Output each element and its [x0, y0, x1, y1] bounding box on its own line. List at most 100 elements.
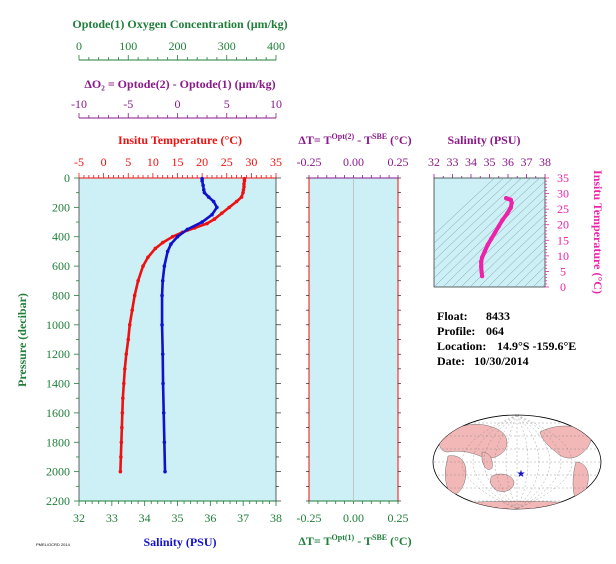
delta-t-top-label-sup2: SBE	[372, 132, 387, 141]
float-label: Float:	[437, 309, 468, 323]
ts-isopycnal	[460, 206, 545, 287]
salinity-axis-tick-label: 34	[139, 511, 151, 525]
salinity-axis-tick-label: 36	[204, 511, 216, 525]
ts-temperature-tick-label: 20	[557, 218, 569, 232]
delta-t-top-tick-label: -0.25	[297, 155, 322, 169]
ts-isopycnal	[434, 178, 522, 261]
pressure-axis-label: Pressure (decibar)	[15, 293, 29, 387]
world-map: ★	[432, 414, 602, 510]
profile-value: 064	[486, 324, 504, 338]
pressure-axis-tick-label: 0	[64, 171, 70, 185]
ts-isopycnal	[434, 178, 540, 279]
salinity-profile-point	[175, 234, 180, 239]
ts-isopycnal	[478, 223, 545, 287]
delta-t-bottom-label-sup2: SBE	[372, 533, 387, 542]
ts-series	[478, 196, 514, 279]
temperature-axis-tick-label: 10	[147, 155, 159, 169]
temperature-profile-point	[234, 199, 239, 204]
delta-t-bottom-tick-label: 0.00	[343, 511, 364, 525]
salinity-profile-point	[163, 469, 167, 474]
ts-isopycnal	[514, 257, 545, 287]
salinity-profile-point	[160, 278, 165, 283]
delta-o2-axis-tick-label: 10	[270, 97, 282, 111]
delta-t-bottom-tick-label: 0.25	[388, 511, 409, 525]
ts-salinity-tick-label: 36	[502, 155, 514, 169]
ts-isopycnal	[434, 178, 495, 236]
temperature-profile-point	[239, 195, 244, 199]
temperature-profile-point	[121, 396, 125, 401]
temperature-axis: -5 0 5 10 15 20 25 30 35	[74, 155, 282, 179]
pressure-axis-tick-label: 1800	[46, 435, 70, 449]
temperature-profile-point	[205, 221, 209, 226]
temperature-profile-point	[170, 234, 175, 239]
delta-t-top-tick-label: 0.00	[343, 155, 364, 169]
oxygen-axis-tick-label: 100	[119, 39, 137, 53]
temperature-profile-point	[120, 425, 124, 430]
ts-temperature-tick-label: 30	[557, 187, 569, 201]
profile-series	[118, 176, 247, 474]
temperature-profile-point	[227, 205, 232, 210]
salinity-profile-point	[202, 190, 207, 195]
float-value: 8433	[486, 309, 510, 323]
ts-point	[485, 242, 490, 248]
location-value: 14.9°S -159.6°E	[497, 339, 576, 353]
pressure-axis: 0 200 400 600 800 1000 1200 1400 1600 1800 2000 220…	[46, 171, 281, 508]
salinity-profile-point	[201, 187, 206, 192]
delta-t-top-tick-label: 0.25	[388, 155, 409, 169]
ts-salinity-tick-label: 34	[465, 155, 477, 169]
delta-t-axes: -0.25 -0.25 0.00 0.00 0.25 0.25	[297, 155, 409, 525]
pressure-axis-tick-label: 2200	[46, 494, 70, 508]
pressure-axis-tick-label: 600	[52, 259, 70, 273]
salinity-axis-tick-label: 38	[270, 511, 282, 525]
salinity-profile-point	[206, 195, 211, 199]
ts-point	[496, 224, 501, 229]
ts-isopycnal	[523, 265, 545, 287]
delta-t-bottom-label-sup1: Opt(1)	[332, 533, 355, 542]
salinity-profile-point	[169, 242, 173, 246]
map-meridian	[516, 415, 561, 509]
temperature-axis-label: Insitu Temperature (°C)	[118, 133, 242, 147]
float-info: Float: 8433 Profile: 064 Location: 14.9°…	[437, 309, 576, 368]
oxygen-axis-tick-label: 400	[267, 39, 285, 53]
ts-isopycnal	[532, 274, 545, 287]
ts-temperature-tick-label: 25	[557, 202, 569, 216]
salinity-axis-label: Salinity (PSU)	[143, 535, 216, 549]
temperature-profile-point	[136, 278, 140, 283]
map-land-south-america	[572, 461, 589, 501]
temperature-axis-tick-label: 35	[270, 155, 282, 169]
ts-point	[479, 255, 485, 260]
ts-isopycnal	[434, 178, 531, 270]
temperature-profile-point	[123, 367, 127, 371]
temperature-axis-tick-label: 25	[221, 155, 233, 169]
map-meridian	[495, 415, 518, 509]
delta-t-top-label-part3: (°C)	[387, 133, 411, 147]
ts-temperature-axis-label: Insitu Temperature (°C)	[591, 170, 605, 294]
ts-point	[478, 264, 484, 269]
temperature-profile-point	[242, 179, 247, 183]
temperature-profile-point	[220, 211, 224, 216]
salinity-axis: 32 33 34 35 36 37 38	[73, 500, 282, 525]
temperature-axis-tick-label: 30	[245, 155, 257, 169]
temperature-profile-point	[124, 352, 129, 356]
salinity-profile-point	[200, 179, 204, 183]
ts-point	[500, 217, 505, 223]
temperature-profile-point	[120, 411, 125, 415]
temperature-profile-point	[241, 187, 246, 192]
temperature-profile-point	[119, 440, 124, 445]
temperature-profile-point	[146, 255, 150, 260]
location-label: Location:	[437, 339, 486, 353]
delta-t-bottom-label-part1: ΔT= T	[298, 534, 331, 548]
ts-salinity-top-label: Salinity (PSU)	[447, 133, 520, 147]
salinity-profile-point	[210, 212, 214, 217]
delta-o2-axis: -10 -5 0 5 10	[71, 97, 282, 119]
temperature-profile-point	[160, 240, 165, 245]
ts-isopycnal	[434, 180, 545, 287]
temperature-axis-tick-label: 0	[101, 155, 107, 169]
ts-isopycnal	[505, 248, 545, 287]
pressure-axis-tick-label: 1200	[46, 347, 70, 361]
profile-panel-background	[78, 177, 277, 502]
delta-o2-axis-label: ΔO₂ = Optode(2) - Optode(1) (µm/kg)	[84, 77, 275, 91]
delta-t-bottom-label: ΔT= TOpt(1) - TSBE (°C)	[298, 533, 411, 548]
pressure-axis-tick-label: 2000	[46, 465, 70, 479]
